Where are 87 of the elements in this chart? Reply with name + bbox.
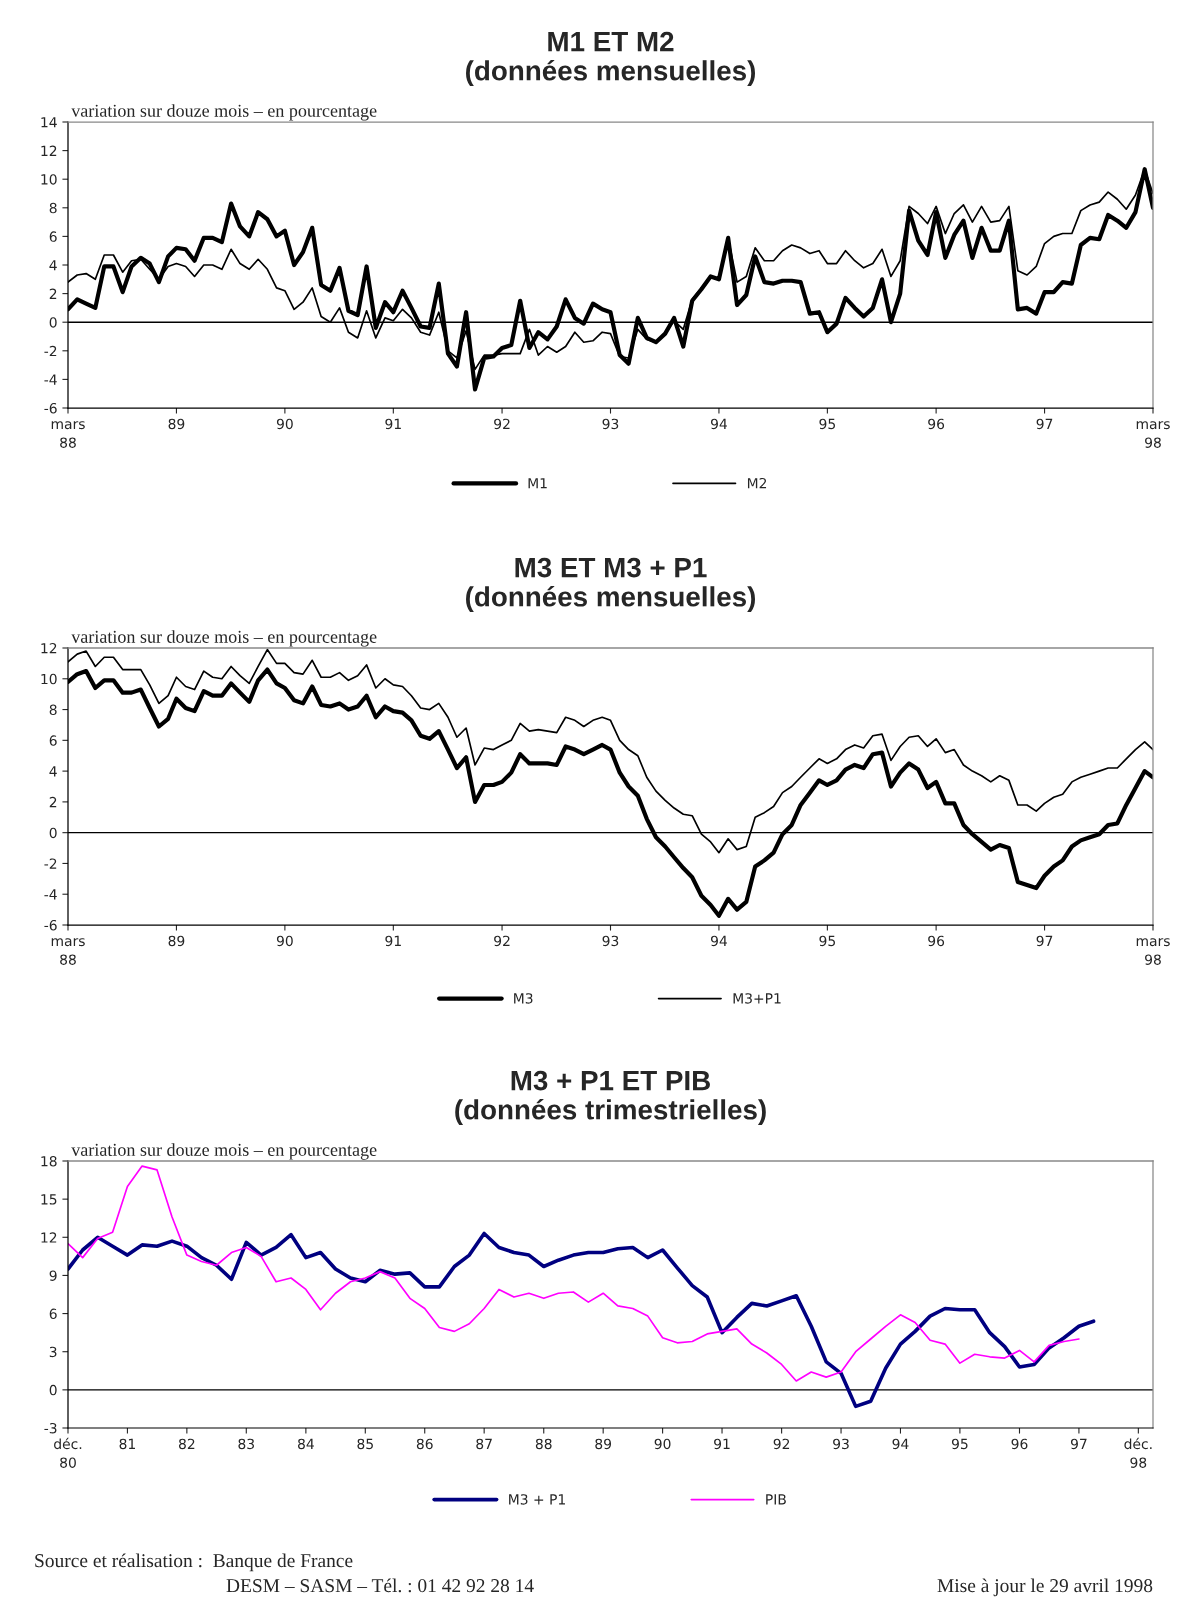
- y-tick-label: 12: [41, 145, 57, 156]
- x-tick-label: 95: [819, 935, 835, 947]
- legend-label: M3: [514, 993, 533, 1004]
- y-tick-label: 2: [49, 288, 57, 299]
- y-tick-label: 6: [49, 1308, 57, 1320]
- y-tick-label: -3: [44, 1422, 57, 1434]
- y-tick-label: 6: [49, 735, 57, 746]
- y-tick-label: -6: [44, 919, 57, 931]
- x-tick-label: 97: [1036, 935, 1053, 947]
- x-tick-label: 96: [928, 935, 945, 947]
- x-tick-label: 94: [710, 935, 727, 947]
- x-tick-label: mars 98: [1136, 421, 1170, 448]
- x-tick-label: 95: [951, 1438, 968, 1450]
- x-tick-label: 90: [276, 935, 293, 947]
- text: Mise à jour le 29 avril 1998: [937, 1578, 1153, 1597]
- legend-label: M3+P1: [733, 993, 781, 1004]
- x-tick-label: 96: [1011, 1438, 1028, 1450]
- line-series: [68, 1231, 1096, 1409]
- x-tick-label: 94: [710, 418, 727, 430]
- y-tick-label: 8: [49, 202, 57, 214]
- x-tick-label: mars 98: [1136, 938, 1170, 965]
- y-tick-label: 9: [49, 1270, 57, 1281]
- x-tick-label: 96: [928, 418, 945, 430]
- x-tick-label: 93: [602, 935, 619, 947]
- y-tick-label: -6: [44, 402, 57, 414]
- x-tick-label: 97: [1070, 1438, 1087, 1450]
- y-tick-label: 4: [49, 766, 57, 777]
- x-tick-label: 93: [602, 418, 619, 430]
- legend-label: M3 + P1: [509, 1494, 565, 1505]
- y-axis-title: variation sur douze mois – en pourcentage: [71, 104, 377, 121]
- y-tick-label: 10: [41, 174, 57, 185]
- x-tick-label: 94: [892, 1438, 909, 1450]
- x-tick-label: 91: [714, 1438, 730, 1450]
- x-tick-label: 90: [654, 1438, 671, 1450]
- x-tick-label: 84: [297, 1438, 314, 1450]
- legend-label: PIB: [766, 1494, 786, 1505]
- y-tick-label: 15: [41, 1194, 57, 1205]
- x-tick-label: 86: [416, 1438, 433, 1450]
- y-tick-label: 2: [49, 796, 57, 808]
- x-tick-label: 92: [494, 935, 510, 947]
- source-note: Source et réalisation : Banque de France: [35, 1553, 353, 1572]
- y-tick-label: 0: [49, 1384, 57, 1396]
- y-tick-label: 8: [49, 704, 57, 716]
- y-axis-title: variation sur douze mois – en pourcentage: [71, 630, 377, 647]
- y-tick-label: 12: [41, 1232, 57, 1243]
- y-tick-label: 4: [49, 260, 57, 271]
- x-tick-label: 85: [357, 1438, 373, 1450]
- x-tick-label: 87: [476, 1438, 492, 1450]
- y-tick-label: -4: [44, 374, 57, 385]
- chart-title: M3 + P1 ET PIB (données trimestrielles): [455, 1070, 766, 1126]
- y-tick-label: -2: [44, 858, 57, 869]
- x-tick-label: 89: [168, 418, 185, 430]
- y-tick-label: 0: [49, 317, 57, 328]
- x-tick-label: 82: [178, 1438, 195, 1450]
- x-tick-label: 95: [819, 418, 835, 430]
- x-tick-label: mars 88: [51, 938, 85, 965]
- x-tick-label: 92: [494, 418, 510, 430]
- y-tick-label: -4: [44, 889, 57, 900]
- x-tick-label: déc. 80: [54, 1437, 82, 1468]
- y-tick-label: 12: [41, 642, 57, 654]
- x-tick-label: 88: [535, 1438, 552, 1450]
- line-series: [68, 1165, 1080, 1382]
- x-tick-label: 92: [773, 1438, 790, 1450]
- x-tick-label: 91: [385, 935, 401, 947]
- y-tick-label: 0: [49, 827, 57, 839]
- y-tick-label: 18: [41, 1155, 57, 1167]
- chart-title: M3 ET M3 + P1 (données mensuelles): [466, 557, 756, 613]
- y-tick-label: 10: [41, 673, 57, 685]
- x-tick-label: 81: [119, 1438, 135, 1450]
- text: DESM – SASM – Tél. : 01 42 92 28 14: [226, 1578, 534, 1593]
- x-tick-label: 83: [238, 1438, 255, 1450]
- y-tick-label: 14: [41, 117, 57, 128]
- x-tick-label: 97: [1036, 418, 1053, 430]
- x-tick-label: déc. 98: [1124, 1437, 1152, 1468]
- x-tick-label: 90: [276, 418, 293, 430]
- x-tick-label: mars 88: [51, 421, 85, 448]
- x-tick-label: 93: [833, 1438, 849, 1450]
- chart-title: M1 ET M2 (données mensuelles): [466, 31, 756, 87]
- y-tick-label: 3: [49, 1346, 57, 1358]
- legend-label: M2: [747, 477, 767, 489]
- x-tick-label: 89: [168, 935, 185, 947]
- y-tick-label: -2: [44, 345, 57, 357]
- y-axis-title: variation sur douze mois – en pourcentage: [71, 1143, 377, 1160]
- legend-label: M1: [528, 478, 547, 489]
- y-tick-label: 6: [49, 231, 57, 242]
- x-tick-label: 89: [595, 1438, 612, 1450]
- x-tick-label: 91: [385, 418, 401, 430]
